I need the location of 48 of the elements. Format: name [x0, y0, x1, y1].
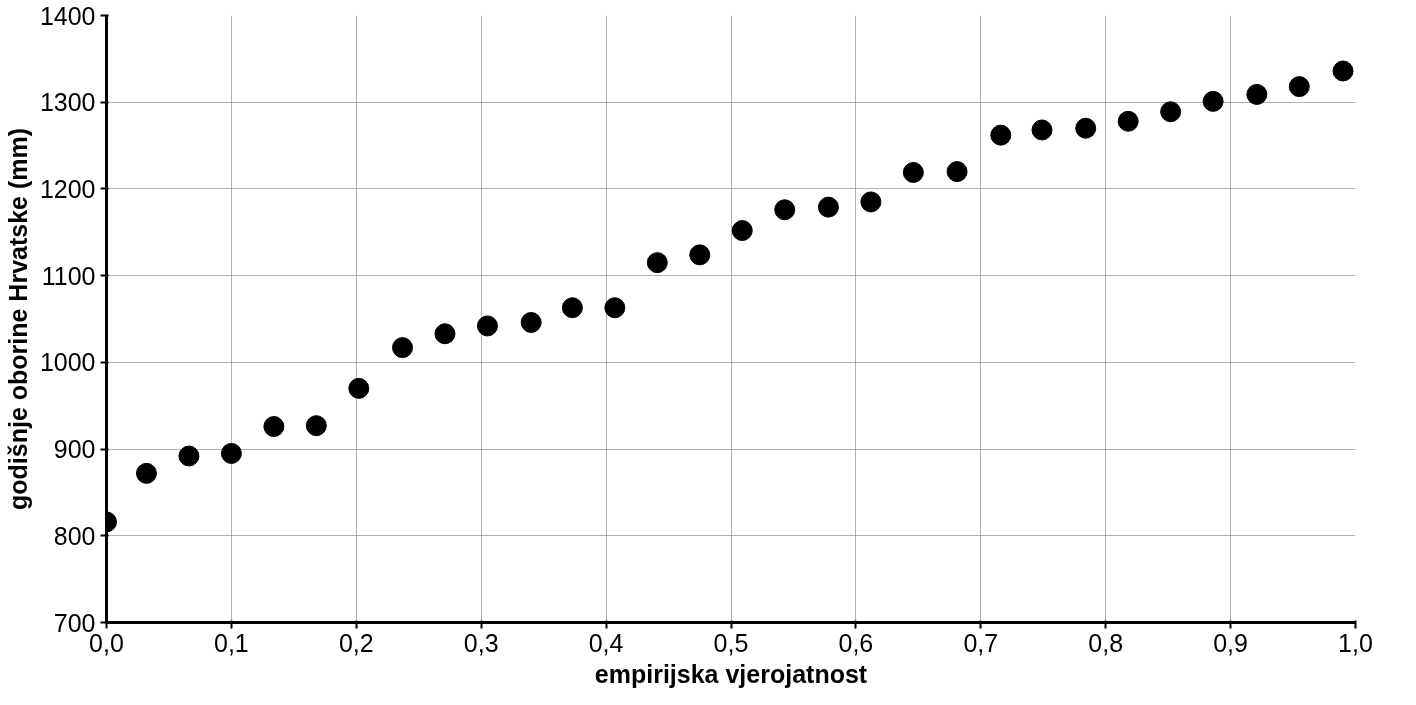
x-tick-label: 0,8 — [1088, 628, 1124, 657]
x-axis-title: empirijska vjerojatnost — [594, 659, 868, 688]
point — [348, 377, 370, 399]
point — [263, 416, 285, 438]
y-tick-label: 1000 — [39, 348, 96, 377]
x-tick-label: 1,0 — [1338, 628, 1373, 657]
y-tick-label: 1400 — [39, 1, 96, 30]
x-tick-label: 0,6 — [838, 628, 874, 657]
point — [220, 442, 242, 464]
x-tick-label: 0,3 — [463, 628, 499, 657]
point — [135, 462, 157, 484]
point — [561, 297, 583, 319]
x-tick-label: 0,4 — [588, 628, 624, 657]
point — [604, 297, 626, 319]
x-tick-label: 0,7 — [963, 628, 999, 657]
point — [1332, 60, 1354, 82]
point — [946, 161, 968, 183]
point — [434, 323, 456, 345]
y-axis-title: godišnje oborine Hrvatske (mm) — [3, 127, 32, 511]
x-tick-label: 0,9 — [1213, 628, 1248, 657]
point — [476, 315, 498, 337]
y-tick-label: 800 — [53, 521, 96, 550]
point — [817, 196, 839, 218]
point — [1288, 76, 1310, 98]
point — [731, 220, 753, 242]
point — [990, 124, 1012, 146]
x-tick-label: 0,5 — [713, 628, 749, 657]
point — [1160, 101, 1182, 123]
y-tick-label: 1200 — [39, 174, 96, 203]
point — [902, 161, 924, 183]
point — [1117, 110, 1139, 132]
y-tick-label: 1300 — [39, 88, 96, 117]
point — [1246, 83, 1268, 105]
point — [1202, 90, 1224, 112]
point — [689, 244, 711, 266]
point — [646, 252, 668, 274]
point — [305, 415, 327, 437]
x-tick-label: 0,1 — [214, 628, 249, 657]
y-tick-label: 1100 — [41, 261, 96, 290]
y-tick-label: 900 — [53, 435, 96, 464]
point — [178, 445, 200, 467]
point — [1075, 117, 1097, 139]
point — [1031, 119, 1053, 141]
point — [774, 199, 796, 221]
x-tick-label: 0,2 — [338, 628, 374, 657]
point — [392, 337, 414, 359]
point — [860, 191, 882, 213]
point — [520, 311, 542, 333]
